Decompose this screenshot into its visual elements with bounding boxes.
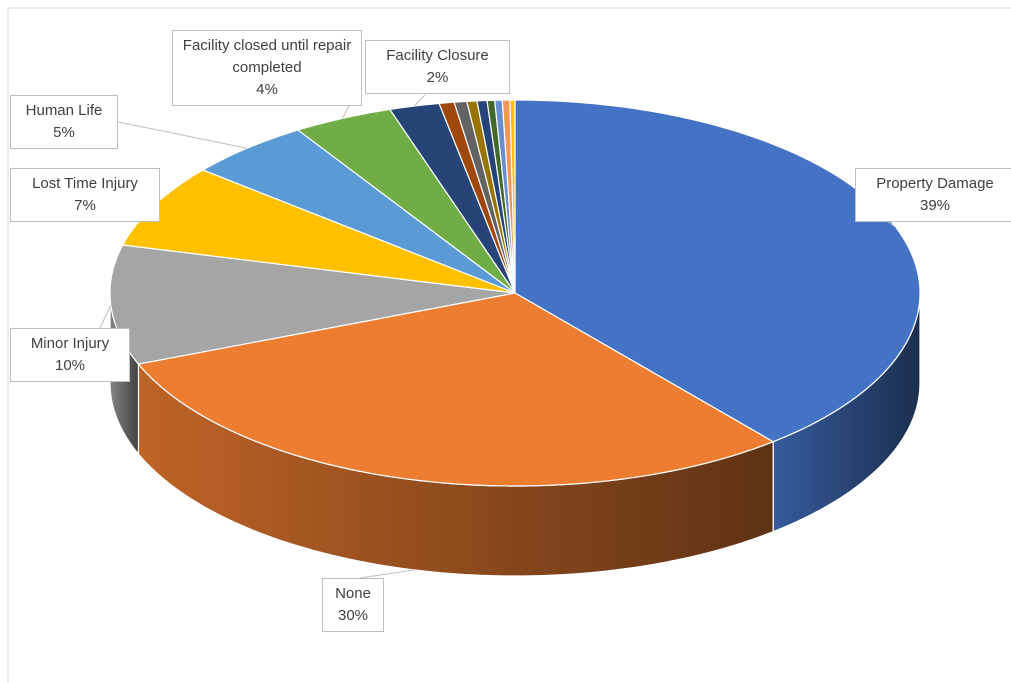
slice bbox=[201, 129, 516, 294]
label-value: 10% bbox=[54, 357, 86, 374]
data-label: Property Damage 39% bbox=[855, 168, 1011, 222]
slice bbox=[509, 99, 516, 294]
data-label: Lost Time Injury 7% bbox=[10, 168, 160, 222]
label-category: Facility closed until repair completed bbox=[182, 37, 352, 76]
slice bbox=[296, 108, 516, 294]
label-category: Human Life bbox=[25, 102, 103, 119]
data-label: None 30% bbox=[322, 578, 384, 632]
label-value: 7% bbox=[74, 197, 96, 214]
slice bbox=[137, 292, 775, 487]
leader-line bbox=[413, 94, 426, 107]
label-category: Facility Closure bbox=[386, 47, 489, 64]
slice bbox=[388, 102, 516, 294]
label-value: 30% bbox=[337, 607, 369, 624]
chart-frame bbox=[7, 7, 1011, 683]
leader-line bbox=[359, 569, 415, 579]
label-value: 4% bbox=[256, 81, 278, 98]
label-category: Lost Time Injury bbox=[32, 175, 138, 192]
label-value: 39% bbox=[919, 197, 951, 214]
label-value: 2% bbox=[426, 69, 449, 86]
data-label: Facility closed until repair completed 4% bbox=[172, 30, 362, 106]
leader-line bbox=[99, 304, 112, 329]
label-category: Minor Injury bbox=[30, 335, 110, 352]
label-category: None bbox=[335, 585, 371, 602]
label-category: Property Damage bbox=[876, 175, 994, 192]
data-label: Facility Closure 2% bbox=[365, 40, 510, 94]
leader-line bbox=[117, 121, 248, 149]
label-value: 5% bbox=[53, 124, 75, 141]
data-label: Minor Injury 10% bbox=[10, 328, 130, 382]
data-label: Human Life 5% bbox=[10, 95, 118, 149]
